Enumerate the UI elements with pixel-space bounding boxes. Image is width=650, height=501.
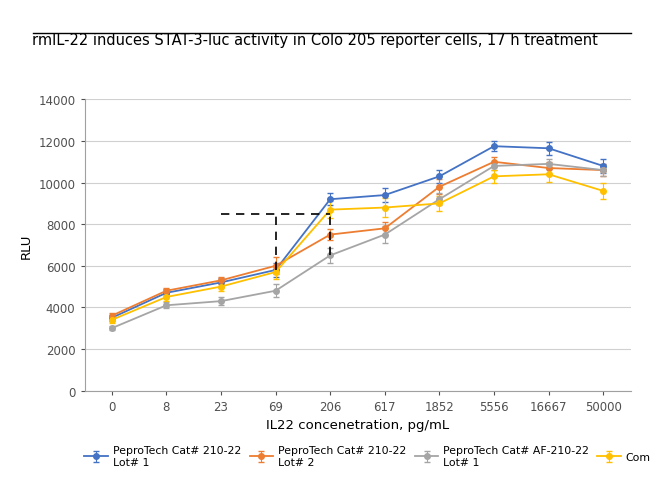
- Text: rmIL-22 induces STAT-3-luc activity in Colo 205 reporter cells, 17 h treatment: rmIL-22 induces STAT-3-luc activity in C…: [32, 33, 599, 48]
- Legend: PeproTech Cat# 210-22
Lot# 1, PeproTech Cat# 210-22
Lot# 2, PeproTech Cat# AF-21: PeproTech Cat# 210-22 Lot# 1, PeproTech …: [84, 445, 650, 467]
- X-axis label: IL22 concenetration, pg/mL: IL22 concenetration, pg/mL: [266, 418, 449, 431]
- Y-axis label: RLU: RLU: [20, 233, 32, 258]
